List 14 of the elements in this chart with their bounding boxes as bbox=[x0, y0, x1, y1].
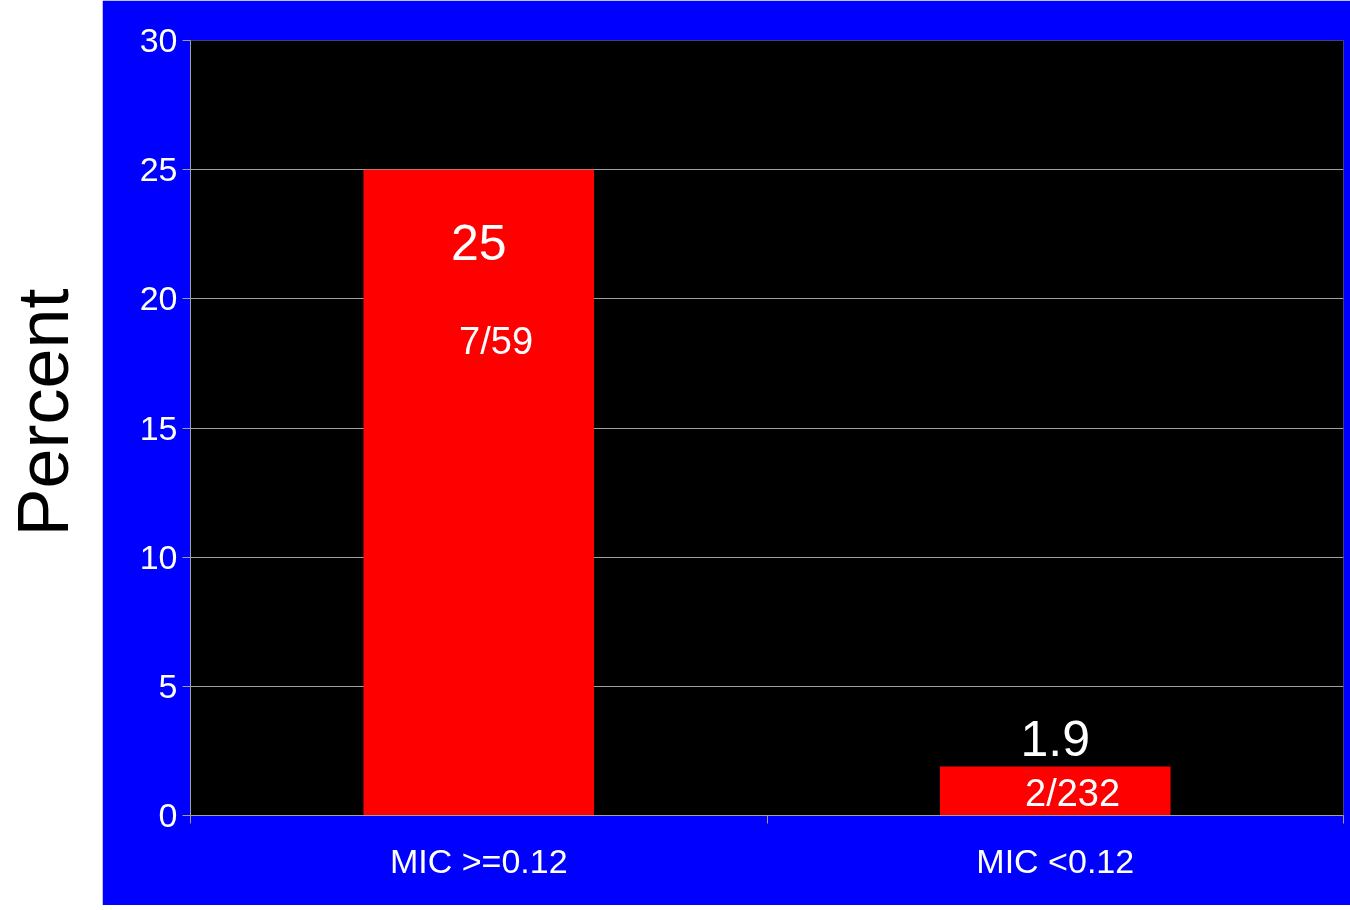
y-tick-label: 20 bbox=[139, 279, 178, 318]
y-tick-label: 25 bbox=[139, 150, 178, 189]
y-tick-label: 0 bbox=[158, 796, 178, 834]
x-tick-label: MIC >=0.12 bbox=[389, 841, 568, 880]
y-tick-label: 5 bbox=[158, 666, 178, 705]
data-label: 1.9 bbox=[1020, 711, 1091, 768]
annotation: 2/232 bbox=[1025, 771, 1121, 814]
y-tick-label: 15 bbox=[139, 408, 178, 447]
annotation: 7/59 bbox=[459, 319, 534, 362]
y-tick-label: 10 bbox=[139, 537, 178, 576]
x-tick-label: MIC <0.12 bbox=[976, 841, 1135, 880]
data-label: 25 bbox=[450, 214, 507, 271]
y-tick-label: 30 bbox=[139, 21, 178, 59]
y-axis-title: Percent bbox=[3, 288, 84, 537]
